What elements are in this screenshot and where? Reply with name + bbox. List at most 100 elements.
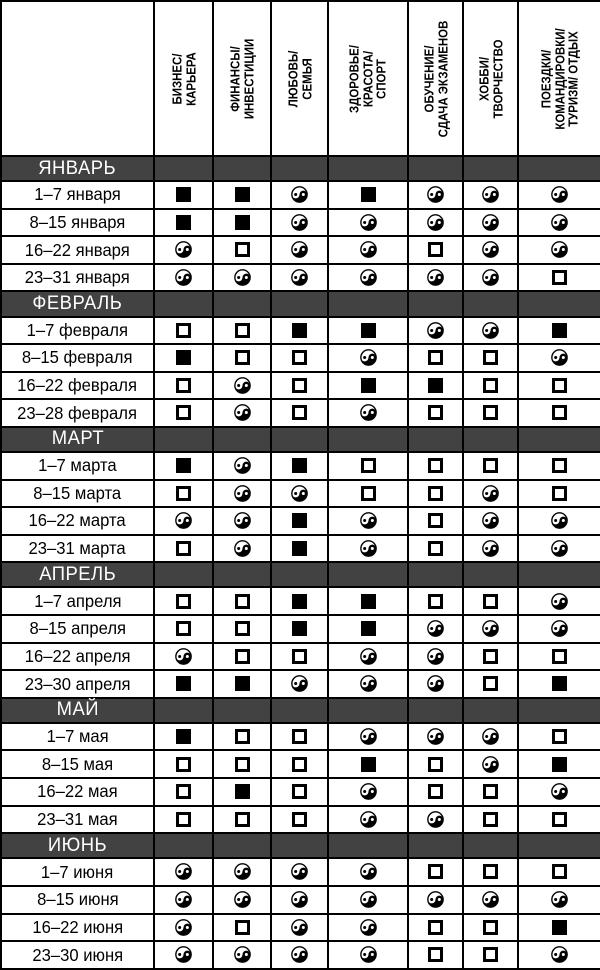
week-row: 8–15 февраля bbox=[0, 343, 600, 373]
rotated-label-wrap: ОБУЧЕНИЕ/СДАЧА ЭКЗАМЕНОВ bbox=[409, 3, 462, 154]
column-header-label: ЗДОРОВЬЕ/КРАСОТА/СПОРТ bbox=[346, 44, 389, 113]
empty-square-icon bbox=[234, 756, 250, 772]
symbol-cell bbox=[407, 912, 464, 943]
month-name-cell: ИЮНЬ bbox=[0, 832, 155, 860]
symbol-cell bbox=[407, 315, 464, 346]
symbol-cell bbox=[153, 749, 214, 780]
filled-square-icon bbox=[292, 322, 307, 338]
symbol-cell bbox=[407, 235, 464, 265]
symbol-cell bbox=[327, 533, 409, 564]
week-row: 16–22 марта bbox=[0, 506, 600, 536]
rotated-label-wrap: ЛЮБОВЬ/СЕМЬЯ bbox=[272, 3, 327, 154]
yin-yang-icon bbox=[427, 321, 444, 339]
month-band-cell bbox=[270, 154, 329, 183]
week-row: 16–22 июня bbox=[0, 912, 600, 943]
symbol-cell bbox=[270, 940, 329, 970]
symbol-cell bbox=[462, 478, 519, 509]
month-row: МАЙ bbox=[0, 696, 600, 724]
month-band-cell bbox=[212, 154, 272, 183]
symbol-cell bbox=[462, 857, 519, 887]
symbol-cell bbox=[462, 315, 519, 346]
month-name-cell: АПРЕЛЬ bbox=[0, 561, 155, 589]
symbol-cell bbox=[327, 857, 409, 887]
symbol-cell bbox=[270, 614, 329, 644]
symbol-cell bbox=[462, 180, 519, 210]
filled-square-icon bbox=[360, 593, 376, 609]
symbol-cell bbox=[517, 506, 600, 536]
symbol-cell bbox=[212, 343, 272, 373]
symbol-cell bbox=[270, 180, 329, 210]
symbol-cell bbox=[212, 749, 272, 780]
week-row: 23–30 апреля bbox=[0, 669, 600, 699]
empty-square-icon bbox=[483, 811, 498, 827]
column-header-business: БИЗНЕС/КАРЬЕРА bbox=[153, 0, 214, 157]
yin-yang-icon bbox=[291, 863, 308, 881]
week-range-cell: 8–15 января bbox=[0, 207, 155, 238]
symbol-cell bbox=[212, 180, 272, 210]
week-range-label: 23–31 марта bbox=[28, 538, 127, 559]
yin-yang-icon bbox=[175, 512, 192, 530]
symbol-cell bbox=[462, 884, 519, 915]
empty-square-icon bbox=[483, 377, 498, 393]
symbol-cell bbox=[517, 614, 600, 644]
symbol-cell bbox=[212, 398, 272, 428]
week-range-label: 23–30 июня bbox=[32, 944, 123, 965]
symbol-cell bbox=[212, 777, 272, 807]
month-band-cell bbox=[153, 832, 214, 860]
symbol-cell bbox=[153, 506, 214, 536]
symbol-cell bbox=[270, 207, 329, 238]
empty-square-icon bbox=[483, 648, 498, 664]
empty-square-icon bbox=[428, 242, 443, 258]
yin-yang-icon bbox=[359, 269, 377, 286]
week-range-cell: 8–15 апреля bbox=[0, 614, 155, 644]
week-range-cell: 1–7 июня bbox=[0, 857, 155, 887]
empty-square-icon bbox=[292, 377, 307, 393]
empty-square-icon bbox=[176, 405, 191, 421]
yin-yang-icon bbox=[359, 728, 377, 745]
filled-square-icon bbox=[176, 676, 191, 692]
symbol-cell bbox=[153, 207, 214, 238]
filled-square-icon bbox=[292, 458, 307, 474]
week-row: 23–31 марта bbox=[0, 533, 600, 564]
month-name-cell: ФЕВРАЛЬ bbox=[0, 290, 155, 318]
week-range-cell: 16–22 января bbox=[0, 235, 155, 265]
symbol-cell bbox=[517, 315, 600, 346]
symbol-cell bbox=[153, 370, 214, 401]
month-band-cell bbox=[212, 290, 272, 318]
yin-yang-icon bbox=[233, 512, 251, 530]
symbol-cell bbox=[517, 721, 600, 752]
symbol-cell bbox=[327, 586, 409, 617]
yin-yang-icon bbox=[482, 539, 499, 557]
week-range-label: 16–22 мая bbox=[37, 781, 118, 802]
symbol-cell bbox=[270, 478, 329, 509]
empty-square-icon bbox=[428, 919, 443, 935]
symbol-cell bbox=[517, 669, 600, 699]
yin-yang-icon bbox=[233, 946, 251, 964]
month-band-cell bbox=[407, 290, 464, 318]
month-label: МАЙ bbox=[56, 699, 99, 721]
column-header-education: ОБУЧЕНИЕ/СДАЧА ЭКЗАМЕНОВ bbox=[407, 0, 464, 157]
week-range-cell: 8–15 июня bbox=[0, 884, 155, 915]
symbol-cell bbox=[270, 669, 329, 699]
week-range-cell: 8–15 февраля bbox=[0, 343, 155, 373]
symbol-cell bbox=[270, 343, 329, 373]
symbol-cell bbox=[270, 777, 329, 807]
week-row: 8–15 мая bbox=[0, 749, 600, 780]
week-row: 23–31 января bbox=[0, 262, 600, 293]
filled-square-icon bbox=[292, 540, 307, 556]
week-row: 1–7 февраля bbox=[0, 315, 600, 346]
symbol-cell bbox=[462, 370, 519, 401]
symbol-cell bbox=[407, 370, 464, 401]
yin-yang-icon bbox=[291, 891, 308, 908]
yin-yang-icon bbox=[359, 783, 377, 800]
week-range-cell: 23–30 июня bbox=[0, 940, 155, 970]
symbol-cell bbox=[407, 343, 464, 373]
yin-yang-icon bbox=[291, 675, 308, 693]
filled-square-icon bbox=[176, 350, 191, 366]
month-band-cell bbox=[517, 832, 600, 860]
yin-yang-icon bbox=[482, 321, 499, 339]
symbol-cell bbox=[270, 506, 329, 536]
symbol-cell bbox=[153, 586, 214, 617]
empty-square-icon bbox=[234, 621, 250, 637]
